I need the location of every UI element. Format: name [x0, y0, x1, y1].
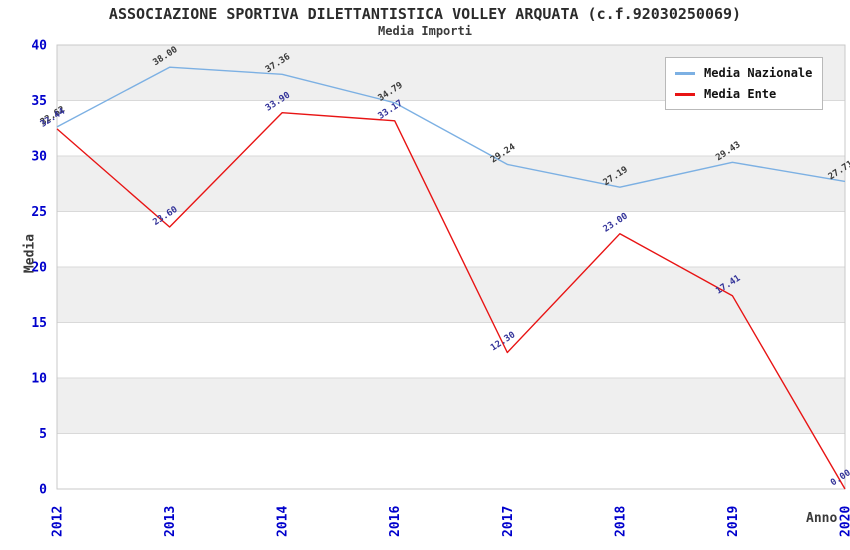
- svg-text:0.00: 0.00: [829, 468, 850, 488]
- line-swatch-ente-icon: [675, 92, 695, 96]
- chart-subtitle: Media Importi: [378, 24, 472, 38]
- svg-text:10: 10: [31, 372, 47, 387]
- svg-text:23.00: 23.00: [602, 211, 630, 234]
- legend-label-media-ente: Media Ente: [704, 87, 777, 101]
- legend-item-media-nazionale: Media Nazionale: [675, 66, 812, 80]
- svg-text:15: 15: [31, 316, 47, 331]
- svg-text:0: 0: [39, 483, 47, 498]
- svg-text:2020: 2020: [839, 506, 850, 537]
- svg-text:12.30: 12.30: [489, 330, 517, 353]
- series-media-nazionale: [56, 66, 846, 188]
- svg-text:2012: 2012: [51, 506, 66, 537]
- x-axis-label: Anno: [806, 511, 838, 526]
- svg-text:2019: 2019: [726, 506, 741, 537]
- svg-text:2016: 2016: [388, 506, 403, 537]
- line-swatch-nazionale-icon: [675, 71, 695, 75]
- svg-text:2017: 2017: [501, 506, 516, 537]
- svg-text:20: 20: [31, 261, 47, 276]
- chart-title: ASSOCIAZIONE SPORTIVA DILETTANTISTICA VO…: [108, 5, 742, 23]
- svg-text:5: 5: [39, 427, 47, 442]
- legend: Media Nazionale Media Ente: [665, 57, 824, 110]
- y-axis-label: Media: [22, 233, 38, 274]
- svg-text:30: 30: [31, 150, 47, 165]
- svg-text:2013: 2013: [163, 506, 178, 537]
- x-axis-ticks: 2012 2013 2014 2016 2017 2018 2019 2020: [51, 506, 850, 537]
- legend-label-media-nazionale: Media Nazionale: [704, 66, 813, 80]
- grid-bands: [57, 45, 845, 434]
- legend-item-media-ente: Media Ente: [675, 87, 812, 101]
- plot-border: [56, 44, 846, 490]
- series-media-ente: [56, 111, 846, 490]
- svg-text:25: 25: [31, 205, 47, 220]
- svg-text:35: 35: [31, 94, 47, 109]
- svg-text:40: 40: [31, 39, 47, 54]
- y-axis-ticks: 0 5 10 15 20 25 30 35 40: [31, 39, 47, 498]
- svg-text:2014: 2014: [276, 506, 291, 537]
- svg-text:2018: 2018: [613, 506, 628, 537]
